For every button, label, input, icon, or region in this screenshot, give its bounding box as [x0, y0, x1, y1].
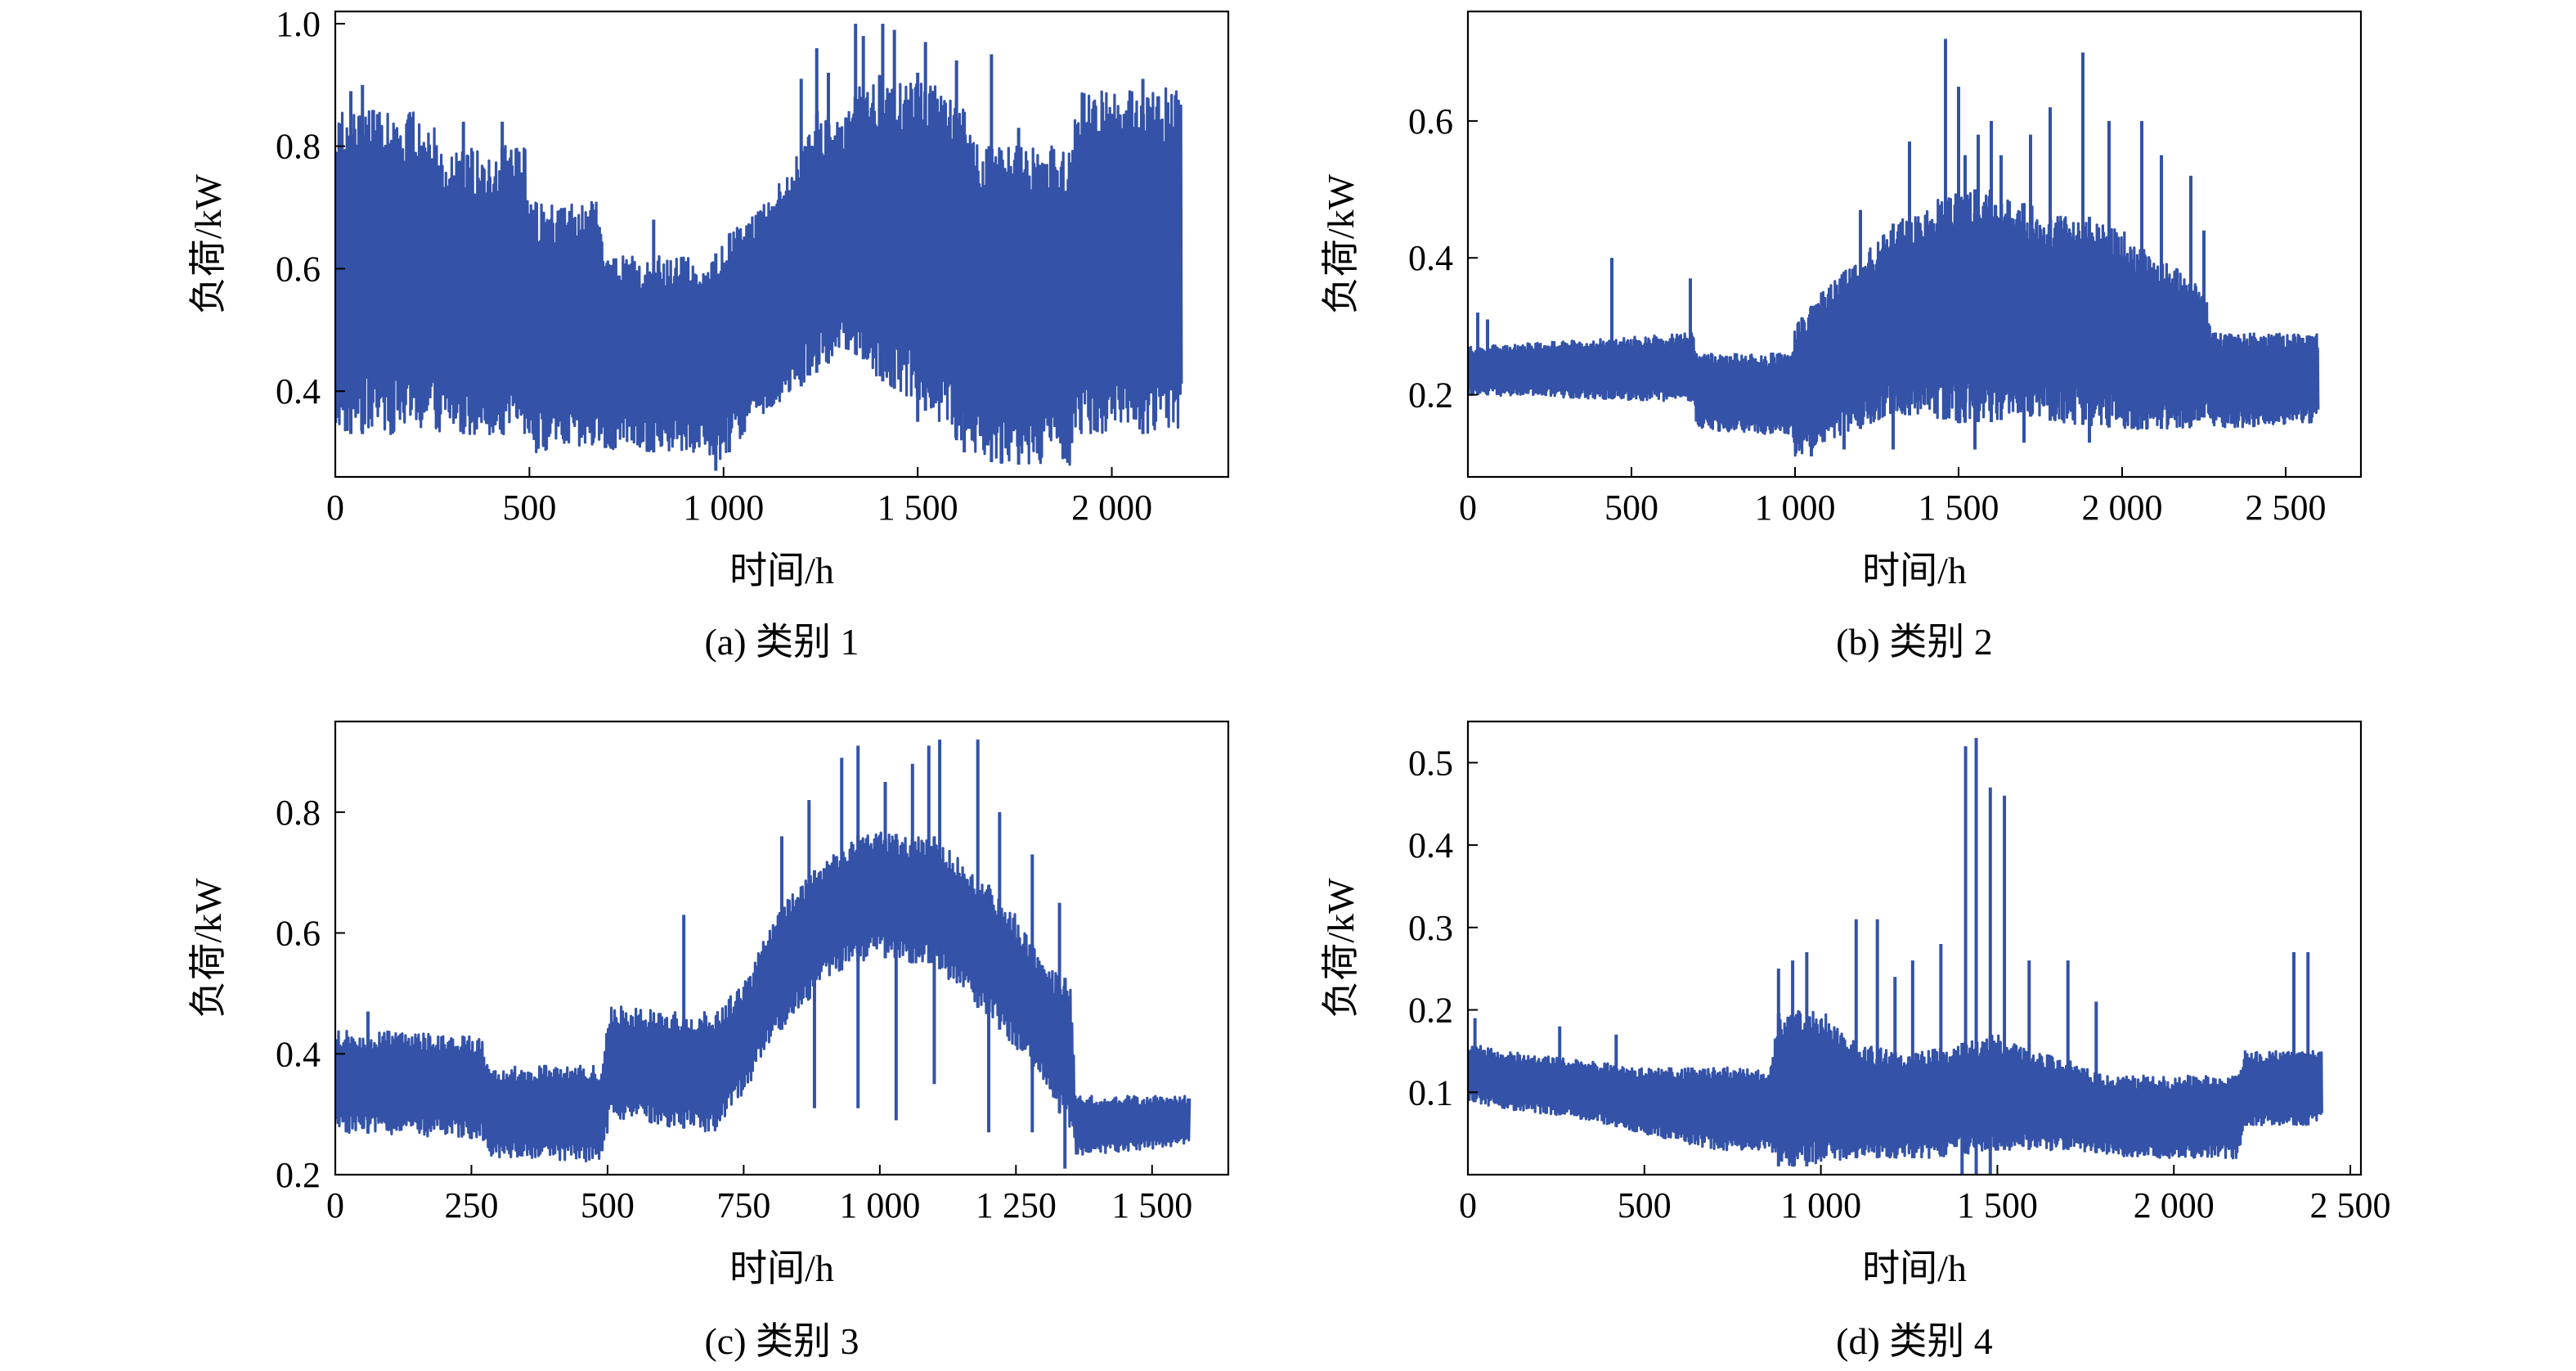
y-tick-label: 0.6 [1408, 101, 1453, 142]
x-tick-label: 1 500 [1111, 1185, 1192, 1225]
x-axis-label: 时间/h [729, 550, 834, 591]
x-tick-label: 2 500 [2246, 488, 2327, 528]
y-tick-label: 0.4 [276, 371, 321, 411]
x-tick-label: 0 [1459, 1185, 1477, 1225]
x-tick-label: 1 000 [1780, 1185, 1861, 1225]
x-axis-label: 时间/h [1862, 1247, 1967, 1289]
plot-frame [334, 720, 1230, 1176]
x-tick-label: 500 [1618, 1185, 1672, 1225]
y-tick-label: 0.5 [1408, 743, 1453, 783]
chart-panel-3: 0 250 500 750 1 000 1 250 1 500 0.2 0.4 0.6 0.8 时间/… [187, 720, 1230, 1362]
x-tick-label: 1 000 [839, 1185, 920, 1225]
plot-frame [1466, 10, 2363, 479]
y-axis-label: 负荷/kW [1320, 173, 1362, 314]
y-axis-label: 负荷/kW [1320, 878, 1362, 1018]
x-tick-label: 1 000 [1755, 488, 1836, 528]
subfigure-caption: (a) 类别 1 [704, 621, 859, 663]
y-tick-label: 0.6 [276, 914, 321, 954]
x-tick-label: 1 000 [683, 488, 764, 528]
x-tick-label: 1 500 [1957, 1185, 2038, 1225]
x-tick-label: 2 000 [2082, 488, 2163, 528]
y-tick-label: 0.2 [1408, 375, 1453, 416]
chart-panel-4: 0 500 1 000 1 500 2 000 2 500 0.1 0.2 0.3 0.4 0.5 时… [1320, 720, 2391, 1362]
y-tick-label: 0.1 [1408, 1072, 1453, 1113]
y-tick-label: 0.6 [276, 249, 321, 289]
x-tick-label: 0 [326, 488, 344, 528]
x-tick-label: 750 [716, 1185, 770, 1225]
y-tick-label: 0.2 [1408, 991, 1453, 1031]
x-tick-label: 1 250 [976, 1185, 1057, 1225]
x-tick-label: 0 [1459, 488, 1477, 528]
x-tick-label: 500 [1604, 488, 1658, 528]
y-tick-label: 0.2 [276, 1155, 321, 1195]
subfigure-caption: (d) 类别 4 [1836, 1320, 1993, 1362]
series-line [335, 74, 1183, 466]
y-tick-label: 0.8 [276, 793, 321, 833]
x-tick-label: 1 500 [1919, 488, 1999, 528]
x-tick-label: 500 [502, 488, 556, 528]
chart-panel-2: 0 500 1 000 1 500 2 000 2 500 0.2 0.4 0.6 时间/h 负荷/… [1320, 10, 2363, 663]
x-tick-label: 500 [581, 1185, 635, 1225]
y-tick-label: 0.3 [1408, 908, 1453, 948]
x-axis-label: 时间/h [729, 1247, 834, 1289]
y-tick-label: 0.4 [1408, 238, 1453, 278]
x-tick-label: 1 500 [877, 488, 958, 528]
y-axis-label: 负荷/kW [187, 173, 229, 314]
x-tick-label: 0 [326, 1185, 344, 1225]
y-tick-label: 0.4 [276, 1034, 321, 1074]
plot-frame [334, 10, 1230, 479]
chart-panel-1: 0 500 1 000 1 500 2 000 0.4 0.6 0.8 1.0 时间/h 负荷/kW… [187, 4, 1230, 663]
plot-frame [1466, 720, 2363, 1176]
x-tick-label: 2 500 [2310, 1185, 2391, 1225]
y-tick-label: 0.4 [1408, 825, 1453, 865]
x-tick-label: 2 000 [1071, 488, 1152, 528]
subfigure-caption: (c) 类别 3 [704, 1320, 859, 1362]
x-tick-label: 2 000 [2134, 1185, 2215, 1225]
y-tick-label: 0.8 [276, 127, 321, 167]
y-tick-label: 1.0 [276, 4, 321, 44]
x-axis-label: 时间/h [1862, 550, 1967, 591]
x-tick-label: 250 [444, 1185, 498, 1225]
y-axis-label: 负荷/kW [187, 878, 229, 1018]
series-line [335, 831, 1192, 1163]
subfigure-caption: (b) 类别 2 [1836, 621, 1993, 663]
